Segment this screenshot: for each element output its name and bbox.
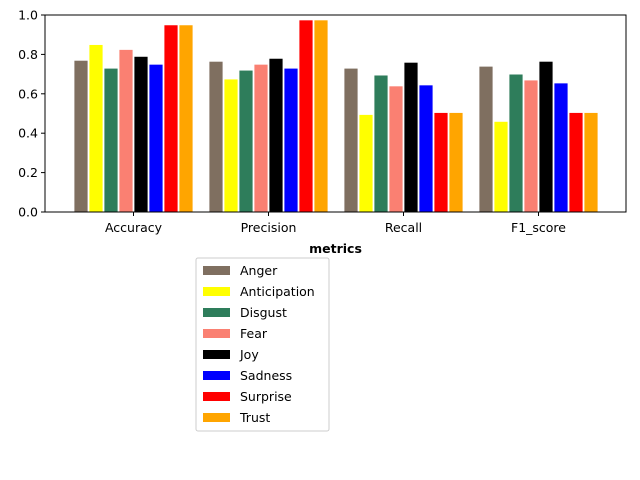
bars-group	[73, 19, 599, 213]
y-tick-label: 1.0	[18, 8, 38, 23]
bar-disgust-recall	[373, 74, 389, 213]
legend-label-anger: Anger	[240, 263, 278, 278]
bar-anticipation-precision	[223, 78, 239, 213]
bar-fear-recall	[388, 85, 404, 213]
legend-swatch-disgust	[203, 308, 230, 317]
y-axis: 0.0 0.2 0.4 0.6 0.8 1.0	[18, 8, 45, 220]
bar-trust-accuracy	[178, 24, 194, 213]
x-axis: Accuracy Precision Recall F1_score	[105, 212, 566, 235]
y-tick-label: 0.4	[18, 126, 38, 141]
legend-label-surprise: Surprise	[240, 389, 292, 404]
bar-anger-precision	[208, 60, 224, 213]
bar-trust-recall	[448, 112, 464, 213]
legend-label-joy: Joy	[239, 347, 259, 362]
bar-anticipation-accuracy	[88, 44, 104, 213]
plot-frame	[44, 14, 627, 213]
y-tick-label: 0.6	[18, 86, 38, 101]
x-tick-label-precision: Precision	[241, 220, 297, 235]
x-axis-title: metrics	[309, 241, 362, 256]
y-tick-label: 0.2	[18, 165, 38, 180]
legend-swatch-anticipation	[203, 287, 230, 296]
bar-trust-precision	[313, 19, 329, 213]
bar-anticipation-recall	[358, 114, 374, 213]
legend-swatch-surprise	[203, 392, 230, 401]
legend-label-trust: Trust	[239, 410, 270, 425]
bar-anger-f1_score	[478, 65, 494, 213]
bar-sadness-f1_score	[553, 82, 569, 213]
x-tick-label-accuracy: Accuracy	[105, 220, 163, 235]
legend-label-sadness: Sadness	[240, 368, 292, 383]
legend-box	[195, 257, 330, 432]
bar-sadness-recall	[418, 84, 434, 213]
bar-sadness-precision	[283, 67, 299, 213]
bar-fear-precision	[253, 63, 269, 213]
legend-swatch-joy	[203, 350, 230, 359]
bar-surprise-f1_score	[568, 112, 584, 213]
bar-surprise-precision	[298, 19, 314, 213]
bar-sadness-accuracy	[148, 63, 164, 213]
x-tick-label-f1_score: F1_score	[511, 220, 566, 235]
bar-trust-f1_score	[583, 112, 599, 213]
legend-swatch-sadness	[203, 371, 230, 380]
legend-label-disgust: Disgust	[240, 305, 287, 320]
bar-anger-accuracy	[73, 59, 89, 213]
legend: Anger Anticipation Disgust Fear Joy Sadness Su…	[195, 257, 330, 432]
bar-anger-recall	[343, 67, 359, 213]
bar-fear-f1_score	[523, 79, 539, 213]
x-tick-label-recall: Recall	[385, 220, 422, 235]
legend-label-fear: Fear	[240, 326, 268, 341]
bar-disgust-precision	[238, 69, 254, 213]
bar-surprise-accuracy	[163, 24, 179, 213]
bar-surprise-recall	[433, 112, 449, 213]
legend-swatch-fear	[203, 329, 230, 338]
legend-swatch-trust	[203, 413, 230, 422]
y-tick-label: 0.8	[18, 47, 38, 62]
bar-joy-recall	[403, 61, 419, 213]
bar-anticipation-f1_score	[493, 120, 509, 213]
bar-joy-precision	[268, 57, 284, 213]
bar-joy-f1_score	[538, 60, 554, 213]
bar-joy-accuracy	[133, 55, 149, 213]
y-tick-label: 0.0	[18, 205, 38, 220]
legend-swatch-anger	[203, 266, 230, 275]
legend-label-anticipation: Anticipation	[240, 284, 315, 299]
bar-fear-accuracy	[118, 49, 134, 213]
bar-disgust-accuracy	[103, 67, 119, 213]
bar-disgust-f1_score	[508, 73, 524, 213]
